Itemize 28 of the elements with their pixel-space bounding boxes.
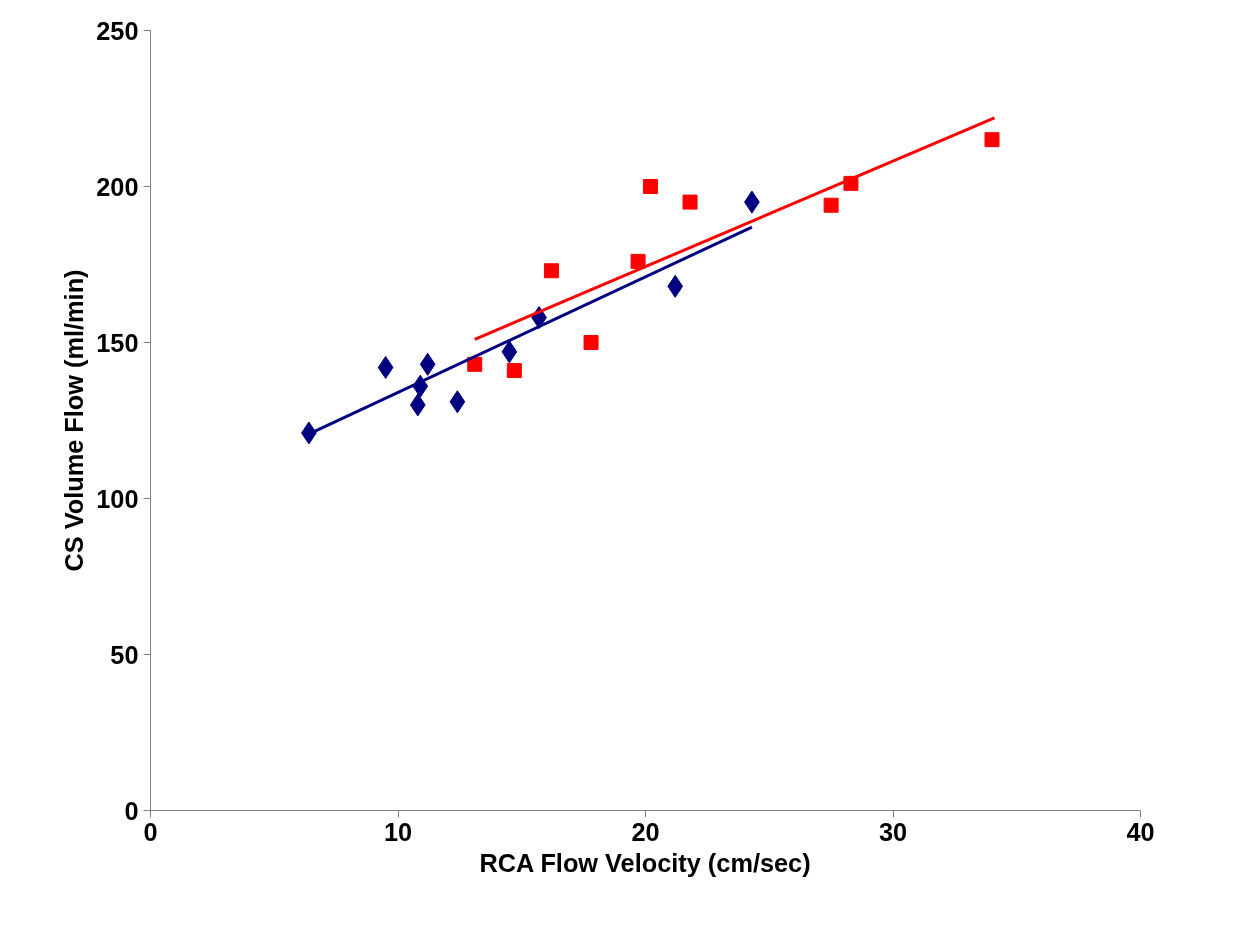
y-tick-label: 200	[96, 172, 139, 201]
point	[501, 340, 518, 364]
point	[409, 393, 426, 417]
point	[583, 335, 599, 350]
point	[642, 179, 658, 194]
x-tick-label: 10	[383, 817, 413, 846]
y-tick-label: 150	[96, 328, 139, 357]
x-tick-label: 0	[143, 817, 158, 846]
y-axis-title: CS Volume Flow (ml/min)	[60, 269, 89, 572]
y-tick-label: 50	[110, 640, 139, 669]
y-tick-label: 100	[96, 484, 139, 513]
point	[506, 363, 522, 379]
point	[377, 355, 394, 379]
y-tick-label: 250	[96, 16, 139, 45]
y-tick-label: 0	[124, 796, 139, 825]
x-tick-label: 30	[878, 817, 908, 846]
point	[667, 274, 684, 298]
point	[823, 197, 839, 213]
point	[682, 194, 698, 210]
point	[449, 390, 466, 414]
point	[419, 352, 436, 376]
x-tick-label: 40	[1126, 817, 1155, 846]
x-axis-title: RCA Flow Velocity (cm/sec)	[479, 848, 811, 877]
point	[467, 356, 483, 372]
point	[630, 253, 646, 269]
point	[543, 263, 559, 279]
x-tick-label: 20	[631, 817, 660, 846]
point	[984, 132, 1000, 148]
